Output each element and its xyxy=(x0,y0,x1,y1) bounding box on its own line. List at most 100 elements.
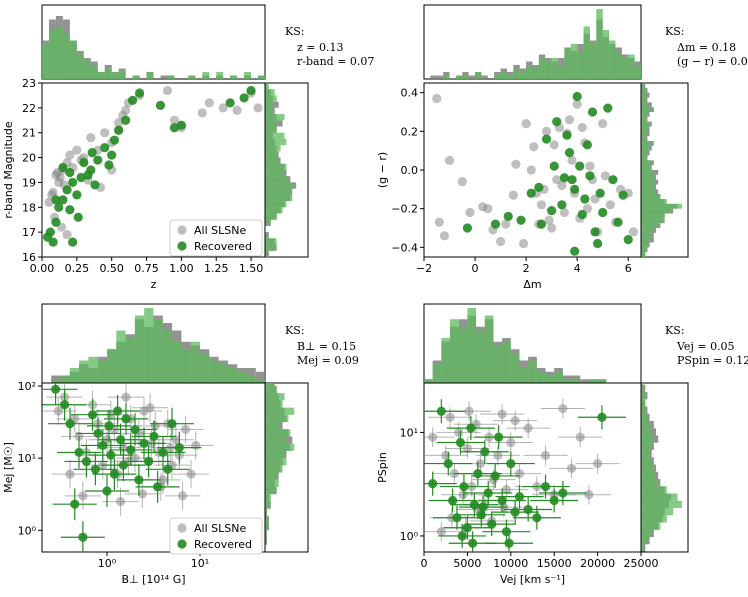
point-all xyxy=(445,412,455,422)
point-all xyxy=(593,458,603,469)
y-tick-label: 21 xyxy=(22,127,36,140)
right-hist-bar-rec xyxy=(641,237,650,243)
point-recovered xyxy=(79,157,89,168)
point-recovered xyxy=(130,424,140,435)
right-hist-bar-rec xyxy=(265,213,277,220)
point-all xyxy=(145,403,155,413)
point-recovered xyxy=(564,148,575,158)
right-hist-bar-rec xyxy=(641,232,652,238)
point-all xyxy=(501,485,512,495)
top-hist-bar-rec xyxy=(562,379,572,383)
point-recovered xyxy=(506,458,516,469)
top-hist-bar-rec xyxy=(628,54,635,79)
top-hist-bar-rec xyxy=(76,54,84,79)
right-hist-bar-rec xyxy=(265,479,279,487)
right-hist-bar-rec xyxy=(265,385,277,394)
panel-z_r: KS: z = 0.13r-band = 0.07 0.00 0.25 0.50 0.75… xyxy=(2,4,374,291)
right-hist-bar-rec xyxy=(265,157,279,164)
point-all xyxy=(584,490,594,500)
right-hist-bar-rec xyxy=(265,450,285,459)
point-recovered xyxy=(487,519,497,529)
point-all xyxy=(541,126,552,136)
right-hist-bar-rec xyxy=(641,141,652,146)
point-all xyxy=(577,122,587,133)
top-hist-bar-rec xyxy=(255,379,265,383)
right-hist-bar-rec xyxy=(265,407,295,415)
ks-line: Mej = 0.09 xyxy=(297,354,359,367)
top-hist-bar-all xyxy=(255,371,265,383)
point-recovered xyxy=(494,432,504,442)
point-recovered xyxy=(112,406,123,416)
right-hist-bar-rec xyxy=(265,201,287,208)
right-hist-bar-rec xyxy=(641,242,648,248)
top-hist-bar-rec xyxy=(494,75,501,79)
y-tick-label: 0.4 xyxy=(401,87,419,100)
top-hist-bar-rec xyxy=(443,75,450,79)
point-recovered xyxy=(503,211,513,221)
top-hist-bar-rec xyxy=(90,65,98,79)
right-hist-bar-rec xyxy=(265,182,295,189)
point-all xyxy=(137,489,147,499)
legend-box xyxy=(169,219,263,257)
point-recovered xyxy=(109,469,119,479)
point-all xyxy=(508,190,518,200)
right-hist-bar-rec xyxy=(265,163,287,170)
right-hist-bar-rec xyxy=(641,121,650,127)
top-hist-bar-rec xyxy=(88,356,98,383)
point-recovered xyxy=(577,209,587,220)
point-recovered xyxy=(50,384,61,394)
top-hist-bar-rec xyxy=(244,72,252,79)
point-all xyxy=(121,392,131,402)
y-tick-label: −0.2 xyxy=(391,203,418,216)
point-recovered xyxy=(549,161,559,171)
point-recovered xyxy=(587,107,598,117)
right-hist-bar-rec xyxy=(641,184,654,190)
ks-line: Vej = 0.05 xyxy=(676,340,735,353)
top-hist-bar-rec xyxy=(153,319,163,383)
right-hist-bar-all xyxy=(265,530,267,538)
y-tick-label: 16 xyxy=(22,251,36,264)
x-tick-label: 4 xyxy=(574,262,581,275)
right-hist-bar-rec xyxy=(265,188,291,195)
top-hist-bar-rec xyxy=(111,72,119,79)
right-hist-bar-rec xyxy=(641,500,682,509)
point-recovered xyxy=(115,435,126,445)
y-tick-label: 10⁰ xyxy=(18,524,37,537)
point-recovered xyxy=(523,504,533,515)
top-hist-bar-rec xyxy=(172,341,182,383)
point-recovered xyxy=(176,120,186,130)
x-tick-label: 1.50 xyxy=(239,262,264,275)
main-plot-frame xyxy=(41,82,266,258)
legend-label-recovered: Recovered xyxy=(194,240,252,253)
top-hist-bar-rec xyxy=(506,75,514,79)
y-tick-label: 10¹ xyxy=(18,452,36,465)
top-hist-bar-all xyxy=(430,75,437,79)
right-hist-bar-rec xyxy=(265,414,289,423)
right-hist-bar-rec xyxy=(265,120,277,127)
point-all xyxy=(441,450,451,460)
top-hist-bar-rec xyxy=(634,65,641,79)
y-tick-label: 23 xyxy=(22,77,36,90)
right-hist-bar-rec xyxy=(641,136,646,141)
point-all xyxy=(585,161,595,171)
right-hist-bar-rec xyxy=(265,537,267,545)
right-hist-bar-rec xyxy=(641,213,665,219)
point-recovered xyxy=(127,95,138,105)
point-all xyxy=(572,99,582,109)
point-recovered xyxy=(81,456,91,467)
point-recovered xyxy=(516,215,526,225)
point-recovered xyxy=(490,219,501,229)
right-hist-bar-rec xyxy=(641,194,661,199)
point-recovered xyxy=(469,500,479,510)
point-all xyxy=(564,115,575,125)
top-hist-bar-rec xyxy=(558,65,565,79)
top-hist-bar-rec xyxy=(432,364,442,383)
point-recovered xyxy=(557,200,567,210)
point-recovered xyxy=(570,246,580,256)
point-recovered xyxy=(559,173,570,183)
top-hist-bar-rec xyxy=(545,375,555,383)
right-hist-bar-rec xyxy=(641,145,650,151)
point-recovered xyxy=(597,412,607,422)
